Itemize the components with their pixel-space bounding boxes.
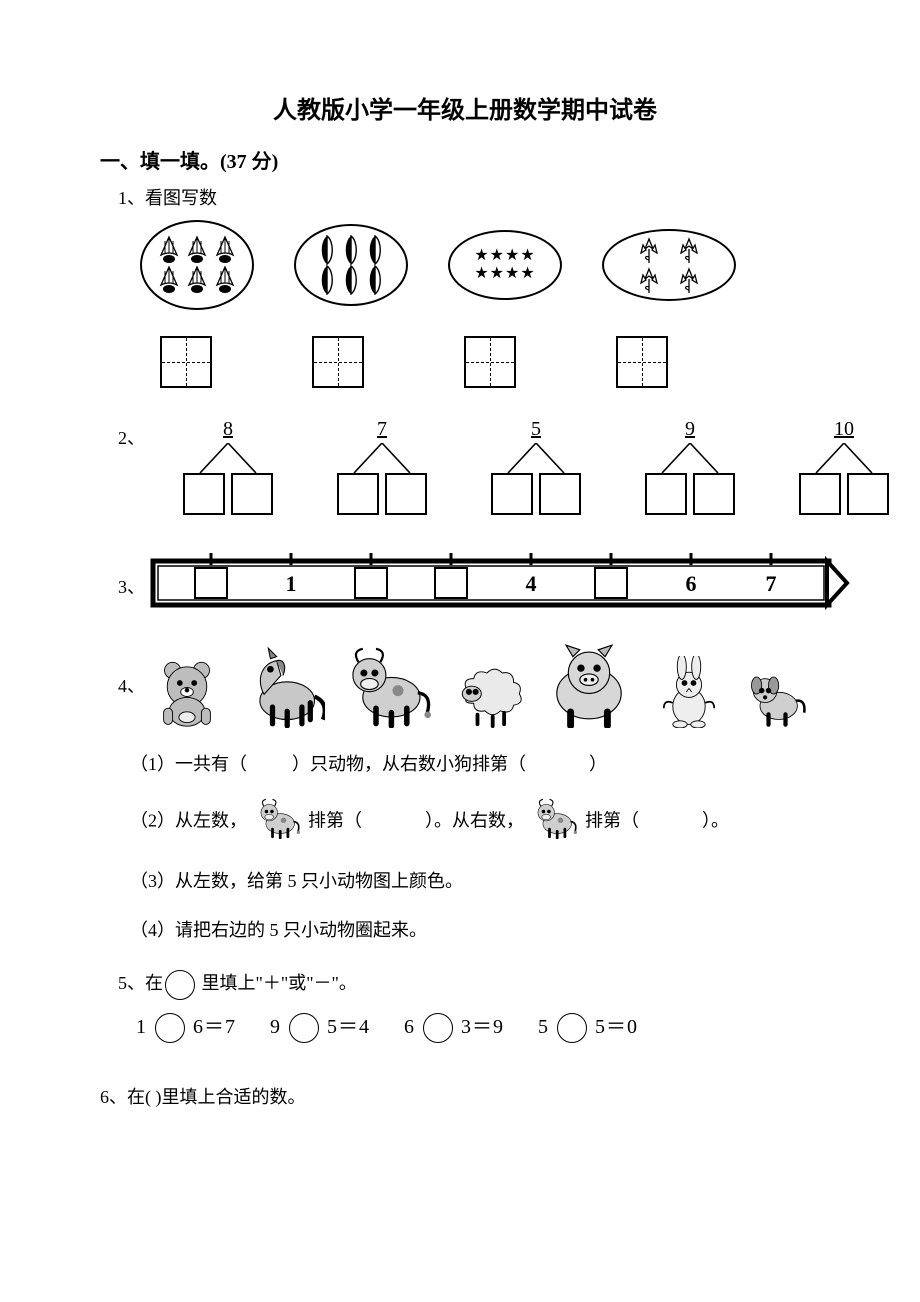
- operator-blank[interactable]: [557, 1013, 587, 1043]
- animal-rabbit: [653, 656, 725, 733]
- counting-oval-seed: [294, 224, 408, 306]
- tianzi-box[interactable]: [464, 336, 516, 388]
- bond-answer-box[interactable]: [539, 473, 581, 515]
- bond-answer-box[interactable]: [183, 473, 225, 515]
- page: 人教版小学一年级上册数学期中试卷 一、填一填。(37 分) 1、看图写数: [0, 0, 920, 1169]
- bond-top-number: 8: [223, 418, 233, 441]
- number-bond: 5: [491, 418, 581, 515]
- q4-sub3: （3）从左数，给第 5 只小动物图上颜色。: [130, 864, 830, 898]
- svg-text:4: 4: [526, 571, 537, 596]
- operator-blank[interactable]: [423, 1013, 453, 1043]
- tianzi-box[interactable]: [312, 336, 364, 388]
- equation: 5 5＝0: [538, 1016, 638, 1038]
- counting-oval-star: ★★★★★★★★: [448, 230, 562, 300]
- bond-answer-box[interactable]: [847, 473, 889, 515]
- bond-top-number: 5: [531, 418, 541, 441]
- text: （1）一共有（: [130, 754, 247, 774]
- bond-top-number: 7: [377, 418, 387, 441]
- bond-answer-box[interactable]: [645, 473, 687, 515]
- number-bond: 9: [645, 418, 735, 515]
- blank[interactable]: [252, 754, 288, 774]
- bond-top-number: 9: [685, 418, 695, 441]
- svg-text:6: 6: [686, 571, 697, 596]
- text: 5、在: [118, 973, 163, 993]
- counting-oval-flower: [602, 229, 736, 301]
- q2-label: 2、: [118, 424, 145, 450]
- q5-label: 5、在 里填上"＋"或"－"。: [118, 969, 830, 1000]
- number-bond: 7: [337, 418, 427, 515]
- animal-dog: [743, 660, 811, 733]
- q2-number-bonds: 8 7 5 9 10: [183, 418, 889, 515]
- text: 里填上"＋"或"－"。: [197, 973, 357, 993]
- q4-sub2: （2）从左数， 排第（ ）。从右数， 排: [130, 795, 830, 850]
- tianzi-box[interactable]: [160, 336, 212, 388]
- number-bond: 8: [183, 418, 273, 515]
- bond-answer-box[interactable]: [231, 473, 273, 515]
- operator-blank[interactable]: [155, 1013, 185, 1043]
- equation: 1 6＝7: [136, 1016, 236, 1038]
- q3-label: 3、: [118, 573, 145, 599]
- bond-answer-box[interactable]: [693, 473, 735, 515]
- cow-icon: [256, 795, 300, 850]
- q1-label: 1、看图写数: [118, 184, 830, 210]
- q4-label: 4、: [118, 672, 145, 698]
- blank[interactable]: [531, 754, 585, 774]
- text: （2）从左数，: [130, 811, 247, 831]
- blank[interactable]: [644, 811, 698, 831]
- equation: 9 5＝4: [270, 1016, 370, 1038]
- counting-oval-shuttlecock: [140, 220, 254, 310]
- bond-answer-box[interactable]: [385, 473, 427, 515]
- svg-text:1: 1: [286, 571, 297, 596]
- q1-ovals: ★★★★★★★★: [140, 220, 830, 310]
- animal-bear: [151, 656, 223, 733]
- page-title: 人教版小学一年级上册数学期中试卷: [100, 90, 830, 125]
- q1-answer-boxes: [160, 336, 830, 388]
- text: ）: [589, 754, 607, 774]
- text: 排第（: [308, 811, 362, 831]
- bond-answer-box[interactable]: [799, 473, 841, 515]
- q6-label: 6、在( )里填上合适的数。: [100, 1083, 830, 1109]
- cow-icon: [533, 795, 577, 850]
- blank[interactable]: [367, 811, 421, 831]
- animal-horse: [241, 644, 325, 733]
- number-bond: 10: [799, 418, 889, 515]
- circle-icon: [165, 970, 195, 1000]
- text: 排第（: [585, 811, 639, 831]
- animal-sheep: [449, 652, 525, 733]
- equation: 6 3＝9: [404, 1016, 504, 1038]
- tianzi-box[interactable]: [616, 336, 668, 388]
- section-1-heading: 一、填一填。(37 分): [100, 145, 830, 174]
- text: ）。从右数，: [425, 811, 524, 831]
- animal-pig: [543, 636, 635, 733]
- bond-answer-box[interactable]: [337, 473, 379, 515]
- bond-answer-box[interactable]: [491, 473, 533, 515]
- q3-ruler: 1 4 6 7: [151, 553, 851, 618]
- text: ）。: [702, 811, 729, 831]
- q4-sub1: （1）一共有（ ）只动物，从右数小狗排第（ ）: [130, 747, 830, 781]
- operator-blank[interactable]: [289, 1013, 319, 1043]
- q4-animal-row: [151, 636, 811, 733]
- text: ）只动物，从右数小狗排第（: [292, 754, 526, 774]
- svg-text:7: 7: [766, 571, 777, 596]
- q4-sub4: （4）请把右边的 5 只小动物圈起来。: [130, 913, 830, 947]
- animal-cow: [343, 640, 431, 733]
- bond-top-number: 10: [834, 418, 854, 441]
- q5-equations: 1 6＝7 9 5＝4 6 3＝9 5 5＝0: [136, 1010, 830, 1043]
